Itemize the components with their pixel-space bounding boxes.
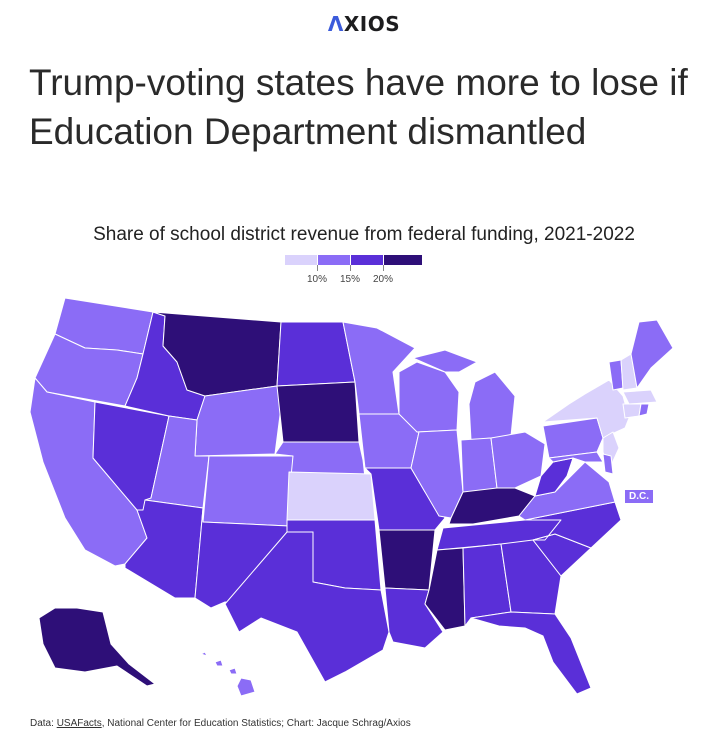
dc-label: D.C. (624, 489, 654, 504)
state-OH[interactable] (490, 431, 546, 489)
chart-subtitle: Share of school district revenue from fe… (93, 224, 635, 245)
color-legend: 10% 15% 20% (285, 255, 425, 295)
state-RI[interactable] (638, 403, 650, 417)
footer-prefix: Data: (30, 718, 57, 729)
state-CT[interactable] (622, 403, 642, 419)
legend-swatch-3 (351, 255, 383, 265)
state-MN[interactable] (342, 321, 416, 415)
legend-swatch-1 (285, 255, 317, 265)
legend-label-20: 20% (372, 274, 393, 285)
state-DE[interactable] (602, 453, 614, 475)
usafacts-link[interactable]: USAFacts (56, 718, 102, 729)
state-HI[interactable] (200, 651, 256, 697)
map-svg (29, 297, 674, 697)
headline: Trump-voting states have more to lose if… (29, 62, 688, 152)
state-GA[interactable] (500, 539, 562, 615)
state-MA[interactable] (622, 389, 658, 405)
state-WI[interactable] (398, 361, 460, 433)
footer-rest: , National Center for Education Statisti… (101, 718, 411, 729)
us-choropleth-map (25, 292, 705, 702)
state-TX[interactable] (224, 531, 390, 683)
state-AK[interactable] (38, 607, 156, 687)
legend-tick-15 (350, 265, 351, 271)
legend-swatch-4 (384, 255, 422, 265)
logo-text: XIOS (343, 12, 401, 36)
legend-label-15: 15% (339, 274, 360, 285)
state-UT[interactable] (144, 415, 210, 509)
state-MD[interactable] (548, 451, 604, 463)
state-NC[interactable] (524, 501, 622, 549)
logo-mark: Λ (327, 12, 344, 36)
state-WY[interactable] (194, 385, 284, 457)
state-IL[interactable] (410, 429, 464, 519)
legend-label-10: 10% (306, 274, 327, 285)
legend-tick-10 (317, 265, 318, 271)
state-ME[interactable] (630, 319, 674, 389)
state-FL[interactable] (470, 611, 592, 695)
axios-logo[interactable]: ΛXIOS (0, 12, 728, 36)
legend-swatch-2 (318, 255, 350, 265)
state-CO[interactable] (202, 455, 294, 527)
footer-source: Data: USAFacts, National Center for Educ… (30, 718, 411, 729)
legend-tick-20 (383, 265, 384, 271)
state-ND[interactable] (276, 321, 356, 387)
state-KS[interactable] (286, 471, 376, 521)
state-SD[interactable] (276, 381, 360, 443)
state-PA[interactable] (542, 417, 604, 459)
state-AR[interactable] (378, 529, 436, 591)
